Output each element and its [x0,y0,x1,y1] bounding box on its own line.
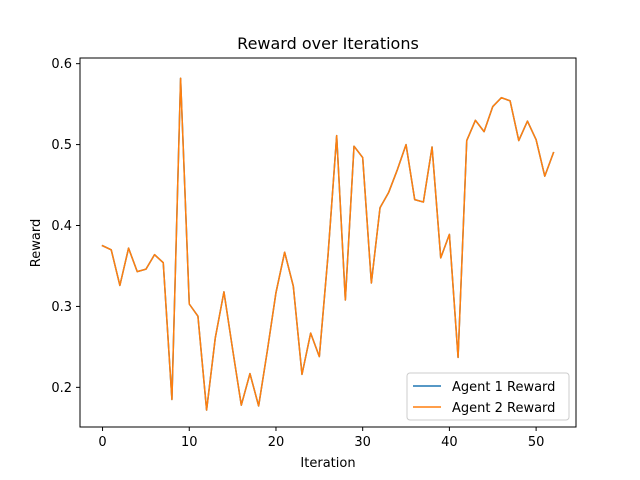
x-tick-label: 30 [354,435,371,450]
y-tick-label: 0.5 [51,138,72,153]
legend-label-agent-1: Agent 1 Reward [452,380,555,395]
x-tick-label: 40 [441,435,458,450]
legend-label-agent-2: Agent 2 Reward [452,401,555,416]
y-tick-label: 0.3 [51,300,72,315]
axes-frame [79,57,577,428]
legend-box [406,372,570,421]
x-axis-label: Iteration [300,456,355,471]
x-tick-label: 20 [268,435,285,450]
series-line-agent-2 [101,77,555,411]
y-axis-label: Reward [29,219,44,267]
y-tick-label: 0.4 [51,219,72,234]
y-tick-label: 0.6 [51,57,72,72]
series-lines [101,77,555,411]
y-tick-label: 0.2 [51,381,72,396]
x-tick-label: 50 [528,435,545,450]
x-tick-label: 0 [98,435,106,450]
x-axis-ticks: 0 10 20 30 40 50 [98,427,544,450]
plot-area: 0 10 20 30 40 50 0.2 0.3 0.4 0.5 0.6 [51,57,577,450]
chart-title: Reward over Iterations [237,34,419,53]
legend: Agent 1 Reward Agent 2 Reward [406,372,570,421]
x-tick-label: 10 [181,435,198,450]
y-axis-ticks: 0.2 0.3 0.4 0.5 0.6 [51,57,80,396]
